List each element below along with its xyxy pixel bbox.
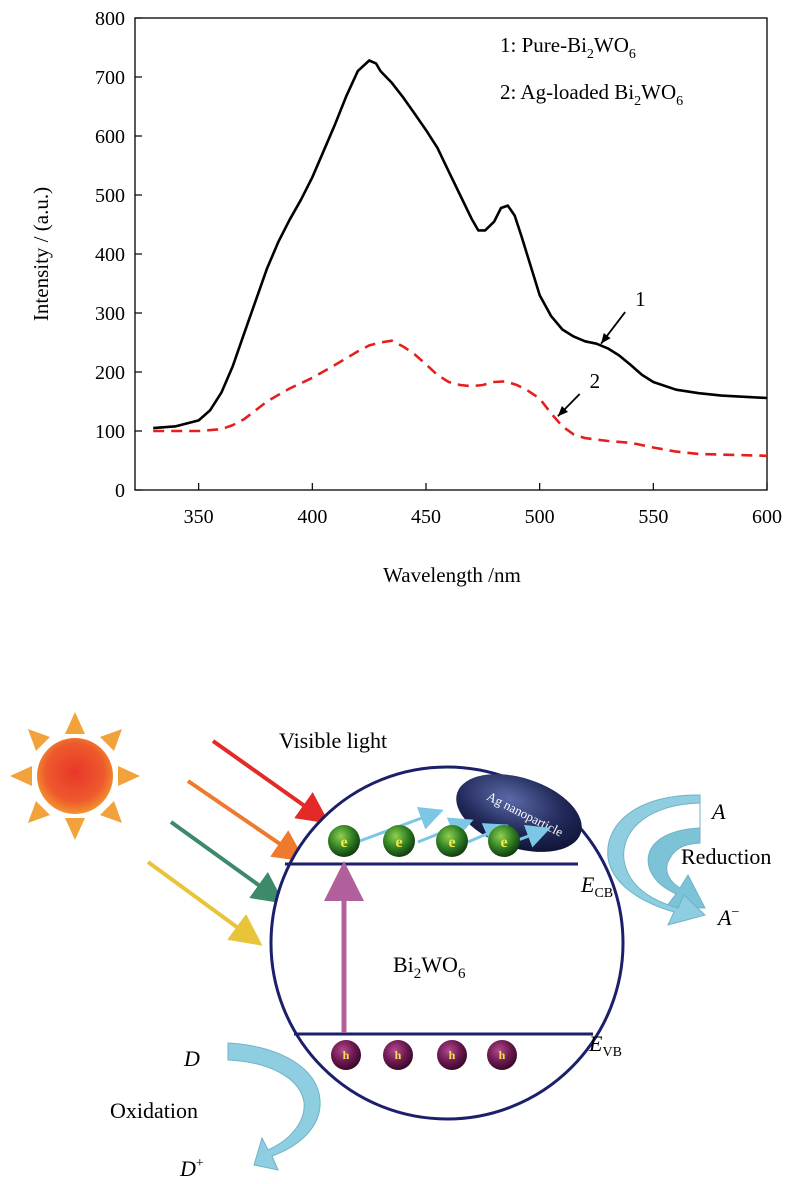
y-tick-label: 700 xyxy=(95,67,125,89)
oxidation-d-label: D xyxy=(183,1046,200,1071)
electron: e xyxy=(436,825,468,857)
legend: 1: Pure-Bi2WO6 2: Ag-loaded Bi2WO6 xyxy=(500,33,683,109)
legend-item-2: 2: Ag-loaded Bi2WO6 xyxy=(500,80,683,109)
y-tick-label: 400 xyxy=(95,244,125,266)
hole: h xyxy=(437,1040,467,1070)
svg-text:e: e xyxy=(500,834,507,851)
light-ray-red xyxy=(211,739,330,824)
x-tick-label: 500 xyxy=(525,506,555,528)
y-tick-label: 200 xyxy=(95,362,125,384)
electron: e xyxy=(328,825,360,857)
hole: h xyxy=(383,1040,413,1070)
annotation-label-2: 2 xyxy=(590,369,601,393)
oxidation-arrow xyxy=(227,1042,321,1171)
annotation-arrowhead-2 xyxy=(557,406,569,417)
material-label: Bi2WO6 xyxy=(393,952,466,982)
mechanism-diagram: Visible light Ag nanoparticle e e e e h … xyxy=(10,712,771,1181)
series-layer xyxy=(153,59,768,458)
light-ray-green xyxy=(169,820,285,904)
reduction-a-label: A xyxy=(710,799,726,824)
x-tick-label: 550 xyxy=(638,506,668,528)
light-ray-yellow xyxy=(146,860,263,946)
y-axis-ticks: 0 100 200 300 400 500 600 700 800 xyxy=(95,8,142,502)
annotation-arrowhead-1 xyxy=(601,333,611,344)
hole: h xyxy=(331,1040,361,1070)
svg-text:e: e xyxy=(395,834,402,851)
electron-row: e e e e xyxy=(328,825,520,857)
y-tick-label: 800 xyxy=(95,8,125,30)
y-tick-label: 600 xyxy=(95,126,125,148)
x-axis-ticks: 350 400 450 500 550 600 xyxy=(184,483,782,528)
svg-text:h: h xyxy=(449,1048,456,1062)
sun-icon xyxy=(10,712,140,840)
light-ray-orange xyxy=(186,779,306,862)
svg-text:e: e xyxy=(340,834,347,851)
evb-label: EVB xyxy=(588,1031,622,1060)
electron: e xyxy=(383,825,415,857)
y-tick-label: 0 xyxy=(115,480,125,502)
plot-area: 0 100 200 300 400 500 600 700 800 350 400 450 500 55… xyxy=(95,8,782,528)
y-axis-label: Intensity / (a.u.) xyxy=(29,187,53,321)
x-tick-label: 350 xyxy=(184,506,214,528)
annotation-label-1: 1 xyxy=(635,287,646,311)
bi2wo6-particle xyxy=(269,765,625,1121)
x-tick-label: 400 xyxy=(297,506,327,528)
svg-text:h: h xyxy=(395,1048,402,1062)
visible-light-rays xyxy=(146,739,330,946)
reduction-arrow-body xyxy=(607,794,706,926)
ecb-label: ECB xyxy=(580,872,613,901)
svg-text:e: e xyxy=(448,834,455,851)
y-tick-label: 300 xyxy=(95,303,125,325)
hole: h xyxy=(487,1040,517,1070)
svg-text:h: h xyxy=(343,1048,350,1062)
legend-item-1: 1: Pure-Bi2WO6 xyxy=(500,33,636,62)
reduction-a-minus-label: A− xyxy=(716,905,739,930)
hole-row: h h h h xyxy=(331,1040,517,1070)
y-tick-label: 100 xyxy=(95,421,125,443)
oxidation-label: Oxidation xyxy=(110,1098,198,1123)
x-tick-label: 600 xyxy=(752,506,782,528)
pl-spectrum-chart: 0 100 200 300 400 500 600 700 800 350 400 450 500 55… xyxy=(29,8,782,587)
x-axis-label: Wavelength /nm xyxy=(383,563,521,587)
oxidation-d-plus-label: D+ xyxy=(179,1156,204,1181)
series-line-1 xyxy=(153,59,768,430)
x-tick-label: 450 xyxy=(411,506,441,528)
electron: e xyxy=(488,825,520,857)
visible-light-label: Visible light xyxy=(279,728,387,753)
annotation-layer: 12 xyxy=(557,287,646,417)
series-line-2 xyxy=(153,339,768,458)
y-tick-label: 500 xyxy=(95,185,125,207)
svg-text:h: h xyxy=(499,1048,506,1062)
reduction-label: Reduction xyxy=(681,844,771,869)
